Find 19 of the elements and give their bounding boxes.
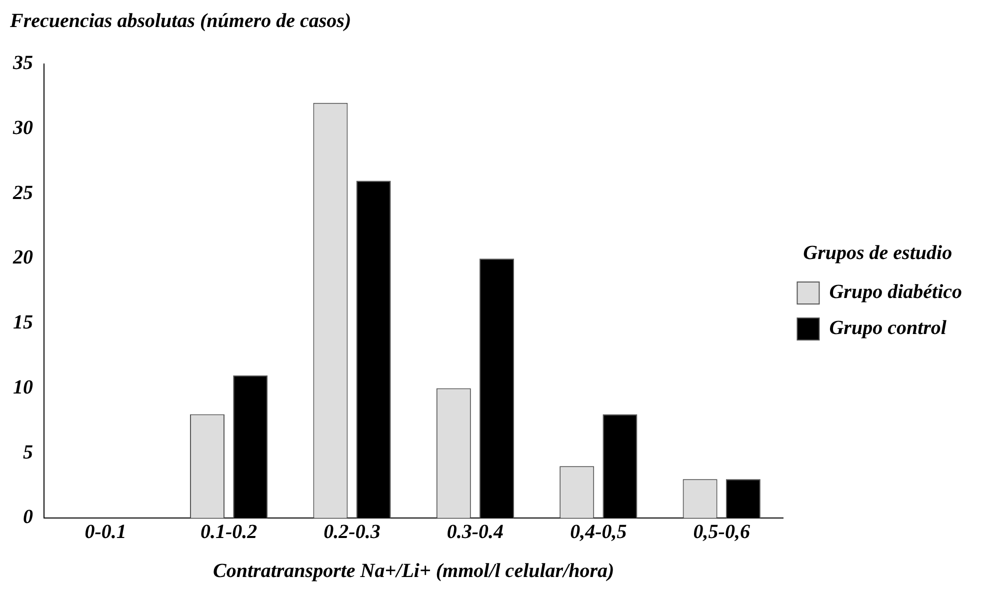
y-tick-label: 15 <box>13 312 33 334</box>
legend-title: Grupos de estudio <box>803 242 952 264</box>
x-tick-label: 0,5-0,6 <box>693 521 750 544</box>
x-tick-label: 0-0.1 <box>84 521 126 544</box>
y-axis-title: Frecuencias absolutas (número de casos) <box>9 10 352 32</box>
x-tick-label: 0,4-0,5 <box>570 521 627 544</box>
y-tick-label: 30 <box>12 117 33 140</box>
x-tick-label: 0.2-0.3 <box>324 521 380 544</box>
y-tick-label: 20 <box>12 246 33 269</box>
legend-label: Grupo diabético <box>829 281 962 304</box>
y-tick-label: 25 <box>12 182 33 204</box>
x-axis-title: Contratransporte Na+/Li+ (mmol/l celular/hora) <box>213 560 614 582</box>
y-tick-label: 35 <box>12 52 33 74</box>
y-tick-label: 0 <box>23 506 33 528</box>
y-tick-label: 5 <box>23 441 33 464</box>
y-tick-label: 10 <box>13 376 33 398</box>
x-tick-label: 0.3-0.4 <box>446 521 504 544</box>
legend-label: Grupo control <box>829 317 947 340</box>
x-tick-label: 0.1-0.2 <box>200 521 258 544</box>
